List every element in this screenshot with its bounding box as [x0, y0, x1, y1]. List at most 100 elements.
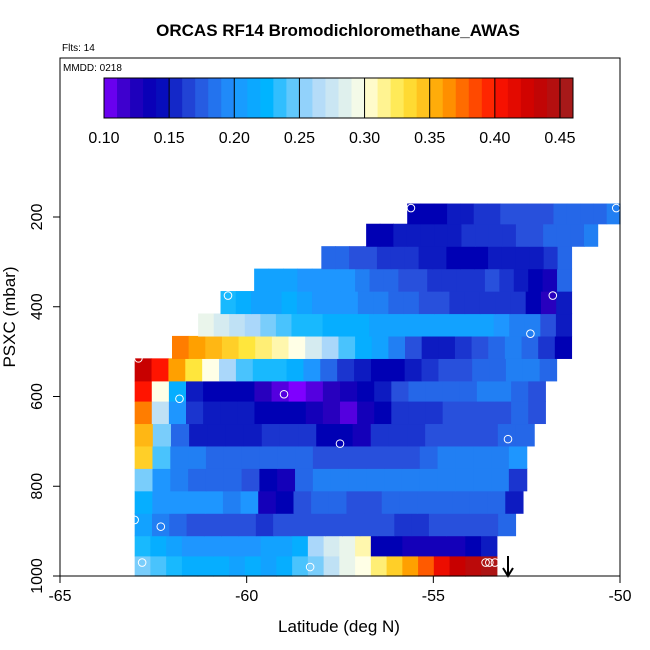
- colorbar-tick-label: 0.20: [219, 130, 250, 147]
- heatmap-cell: [353, 313, 370, 337]
- heatmap-cell: [189, 423, 208, 447]
- heatmap-cell: [152, 445, 171, 469]
- heatmap-cell: [369, 268, 385, 292]
- heatmap-cell: [327, 291, 344, 315]
- heatmap-cell: [366, 223, 381, 247]
- heatmap-cell: [134, 445, 154, 469]
- heatmap-cell: [479, 423, 499, 447]
- heatmap-cell: [474, 246, 489, 270]
- heatmap-cell: [455, 358, 473, 382]
- heatmap-cell: [223, 445, 243, 469]
- colorbar-swatch: [208, 78, 222, 118]
- heatmap-cell: [134, 513, 153, 537]
- heatmap-cell: [349, 246, 364, 270]
- heatmap-cell: [219, 358, 237, 382]
- heatmap-cell: [540, 313, 557, 337]
- heatmap-cell: [241, 445, 260, 469]
- colorbar-swatch: [221, 78, 235, 118]
- heatmap-cell: [170, 423, 190, 447]
- heatmap-cell: [455, 445, 474, 469]
- heatmap-cell: [254, 380, 273, 402]
- heatmap-cell: [268, 268, 284, 292]
- heatmap-cell: [258, 490, 277, 514]
- heatmap-cell: [433, 535, 451, 557]
- heatmap-cell: [275, 313, 293, 337]
- heatmap-cell: [442, 400, 461, 425]
- heatmap-cell: [510, 291, 527, 315]
- heatmap-cell: [307, 313, 324, 337]
- heatmap-cell: [243, 423, 263, 447]
- heatmap-cell: [508, 468, 528, 492]
- heatmap-cell: [415, 313, 433, 337]
- colorbar-swatch: [559, 78, 574, 118]
- flights-label: Flts: 14: [62, 43, 95, 54]
- heatmap-cell: [357, 380, 375, 402]
- colorbar-swatch: [104, 78, 118, 118]
- colorbar-swatch: [442, 78, 457, 118]
- heatmap-cell: [388, 335, 406, 359]
- heatmap-cell: [266, 291, 283, 315]
- heatmap-cell: [373, 291, 389, 315]
- heatmap-cell: [449, 555, 466, 577]
- heatmap-cell: [235, 291, 252, 315]
- colorbar-swatch: [455, 78, 470, 118]
- heatmap-cell: [449, 535, 466, 557]
- y-axis: 200 400 600 800 1000: [29, 204, 60, 594]
- sample-point: [485, 558, 494, 567]
- heatmap-cell: [277, 468, 296, 492]
- colorbar-tick-label: 0.10: [88, 130, 119, 147]
- heatmap-cell: [543, 246, 559, 270]
- heatmap-cell: [388, 291, 405, 315]
- heatmap-cell: [515, 423, 535, 447]
- heatmap-cell: [276, 555, 293, 577]
- heatmap-cell: [297, 268, 313, 292]
- heatmap-cell: [166, 555, 183, 577]
- colorbar-swatch: [130, 78, 144, 118]
- heatmap-cell: [357, 291, 374, 315]
- heatmap-cell: [326, 268, 342, 292]
- heatmap-cell: [271, 400, 290, 425]
- heatmap-cell: [298, 423, 317, 447]
- heatmap-cell: [355, 535, 372, 557]
- heatmap-cell: [419, 445, 439, 469]
- heatmap-cell: [418, 535, 435, 557]
- heatmap-cell: [394, 513, 413, 537]
- heatmap-cell: [511, 400, 529, 425]
- heatmap-cell: [203, 513, 222, 537]
- heatmap-cell: [203, 400, 221, 425]
- heatmap-cell: [205, 490, 224, 514]
- heatmap-cell: [305, 335, 323, 359]
- heatmap-cell: [407, 423, 426, 447]
- heatmap-cell: [134, 358, 153, 382]
- heatmap-cell: [292, 555, 309, 577]
- heatmap-cell: [488, 223, 503, 247]
- heatmap-cell: [471, 335, 489, 359]
- heatmap-cell: [238, 513, 257, 537]
- heatmap-cell: [325, 513, 343, 537]
- heatmap-cell: [312, 291, 328, 315]
- heatmap-cell: [339, 535, 356, 557]
- heatmap-cell: [354, 358, 372, 382]
- heatmap-cell: [374, 380, 392, 402]
- mmdd-label: MMDD: 0218: [63, 63, 122, 74]
- colorbar-swatch: [377, 78, 392, 118]
- heatmap-cell: [555, 313, 573, 337]
- heatmap-cell: [269, 358, 288, 382]
- heatmap-cell: [259, 445, 278, 469]
- heatmap-cell: [498, 513, 517, 537]
- heatmap-cell: [169, 513, 188, 537]
- heatmap-cell: [462, 313, 479, 337]
- heatmap-cell: [481, 535, 498, 557]
- heatmap-cell: [291, 313, 308, 337]
- heatmap-cell: [275, 490, 295, 514]
- heatmap-cell: [513, 268, 529, 292]
- colorbar-swatch: [182, 78, 196, 118]
- heatmap-cell: [476, 380, 495, 402]
- heatmap-cell: [261, 423, 281, 447]
- heatmap-cell: [281, 291, 298, 315]
- heatmap-cell: [241, 468, 260, 492]
- heatmap-cell: [370, 555, 388, 577]
- heatmap-cell: [134, 400, 153, 425]
- heatmap-cell: [384, 468, 403, 492]
